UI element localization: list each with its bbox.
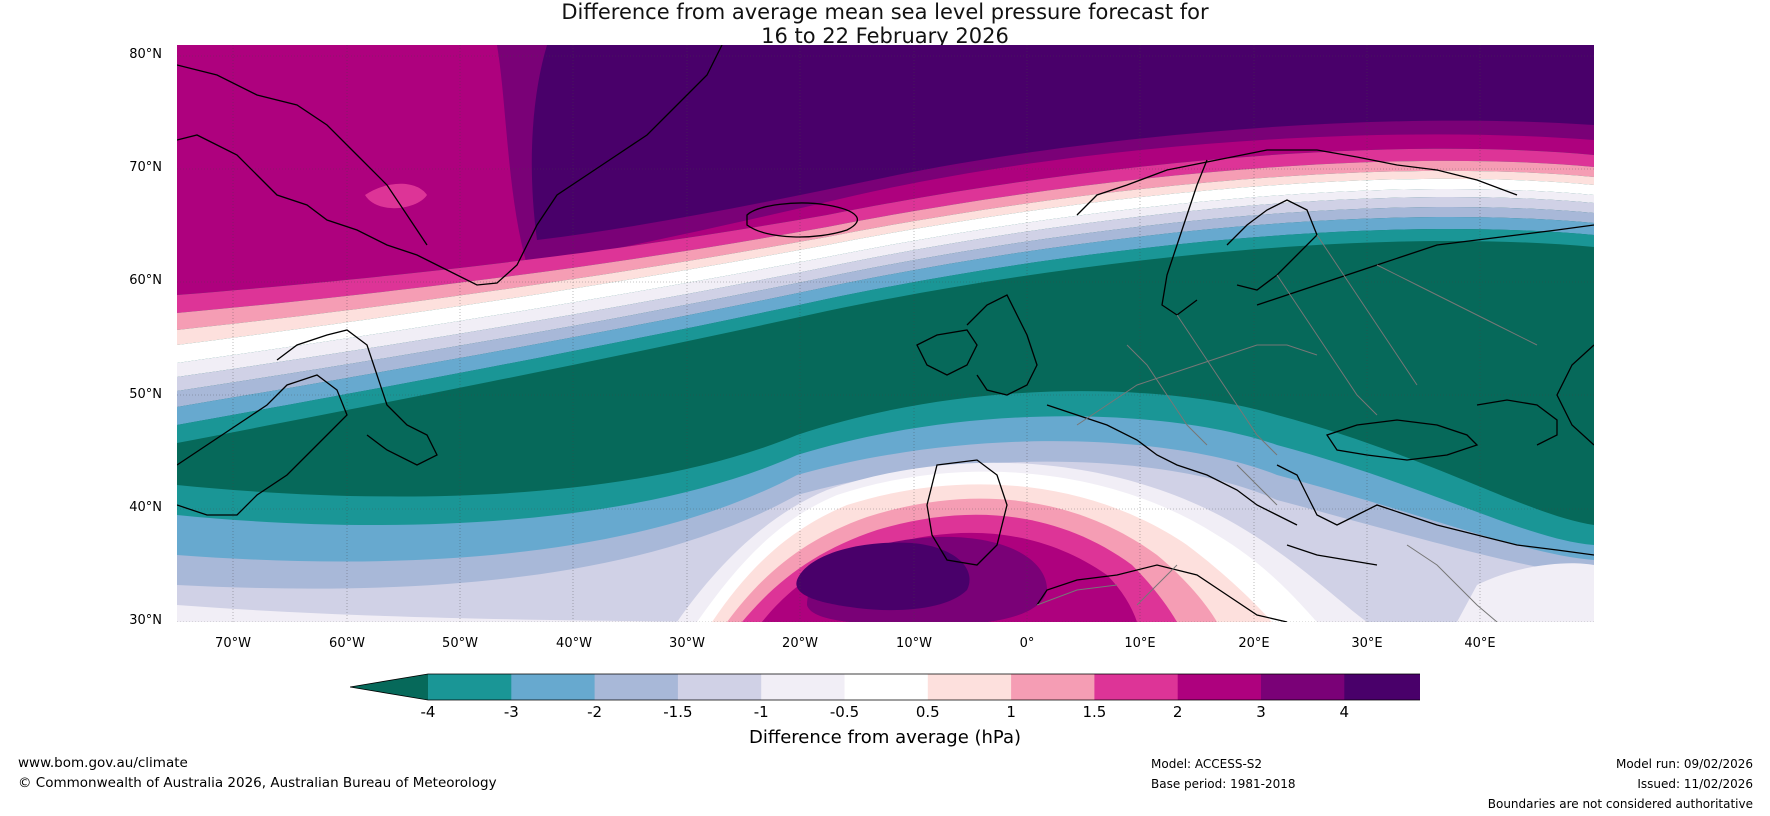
coastlines xyxy=(177,45,1594,622)
lon-label-60w: 60°W xyxy=(329,636,365,651)
colorbar-tick-label: -2 xyxy=(587,703,603,721)
colorbar-swatch xyxy=(1094,674,1179,700)
lon-label-40e: 40°E xyxy=(1464,636,1496,651)
colorbar-tick-label: 3 xyxy=(1256,703,1266,721)
anomaly-fill-north xyxy=(177,45,1594,443)
lon-label-50w: 50°W xyxy=(442,636,478,651)
lon-label-30w: 30°W xyxy=(669,636,705,651)
colorbar-tick-label: 2 xyxy=(1172,703,1183,721)
colorbar-tick-label: 0.5 xyxy=(915,703,940,721)
country-borders xyxy=(1036,234,1538,622)
lon-label-20e: 20°E xyxy=(1238,636,1270,651)
colorbar-swatch xyxy=(844,674,929,700)
map-canvas xyxy=(177,45,1594,622)
title-line-2: 16 to 22 February 2026 xyxy=(761,24,1009,48)
footer-model: Model: ACCESS-S2 xyxy=(1151,757,1263,771)
lon-label-70w: 70°W xyxy=(215,636,251,651)
colorbar-tick-label: -3 xyxy=(503,703,519,721)
lon-label-0: 0° xyxy=(1019,636,1035,651)
colorbar-swatch xyxy=(1011,674,1095,700)
colorbar-swatch xyxy=(927,674,1012,700)
colorbar-swatch xyxy=(1344,674,1420,700)
colorbar-tick-label: 1.5 xyxy=(1082,703,1107,721)
colorbar-under-arrow xyxy=(350,674,428,700)
footer-issued: Issued: 11/02/2026 xyxy=(1637,777,1753,791)
lat-label-60n: 60°N xyxy=(129,273,162,288)
colorbar-swatch xyxy=(428,674,512,700)
colorbar-tick-label: -4 xyxy=(420,703,436,721)
colorbar-swatch xyxy=(511,674,596,700)
footer-model-run: Model run: 09/02/2026 xyxy=(1615,757,1753,771)
colorbar-tick-label: -1.5 xyxy=(663,703,693,721)
colorbar-tick-label: 4 xyxy=(1339,703,1350,721)
lon-label-10w: 10°W xyxy=(896,636,932,651)
colorbar-tick-label: -0.5 xyxy=(829,703,860,721)
colorbar-tick-label: 1 xyxy=(1006,703,1016,721)
lon-label-40w: 40°W xyxy=(556,636,592,651)
colorbar-swatch xyxy=(1177,674,1262,700)
footer-website: www.bom.gov.au/climate xyxy=(18,755,188,771)
lat-label-50n: 50°N xyxy=(129,387,162,402)
footer-copyright: © Commonwealth of Australia 2026, Austra… xyxy=(18,775,497,791)
lat-label-80n: 80°N xyxy=(129,47,162,62)
lat-label-40n: 40°N xyxy=(129,500,162,515)
colorbar-tick-label: -1 xyxy=(753,703,769,721)
colorbar-swatch xyxy=(761,674,845,700)
lon-label-20w: 20°W xyxy=(782,636,818,651)
colorbar xyxy=(350,673,1420,701)
map-title: Difference from average mean sea level p… xyxy=(0,0,1770,48)
footer-disclaimer: Boundaries are not considered authoritat… xyxy=(1487,797,1753,811)
colorbar-label: Difference from average (hPa) xyxy=(748,727,1022,748)
anomaly-fill-patch xyxy=(365,183,427,209)
lon-label-30e: 30°E xyxy=(1351,636,1383,651)
colorbar-swatch xyxy=(1261,674,1345,700)
lat-label-70n: 70°N xyxy=(129,160,162,175)
title-line-1: Difference from average mean sea level p… xyxy=(561,0,1209,24)
lat-label-30n: 30°N xyxy=(129,613,162,628)
footer-base-period: Base period: 1981-2018 xyxy=(1151,777,1296,791)
graticule xyxy=(177,45,1594,622)
colorbar-swatch xyxy=(677,674,762,700)
colorbar-swatch xyxy=(594,674,679,700)
colorbar-outline xyxy=(350,673,1420,701)
pressure-anomaly-map xyxy=(177,45,1594,622)
lon-label-10e: 10°E xyxy=(1124,636,1156,651)
